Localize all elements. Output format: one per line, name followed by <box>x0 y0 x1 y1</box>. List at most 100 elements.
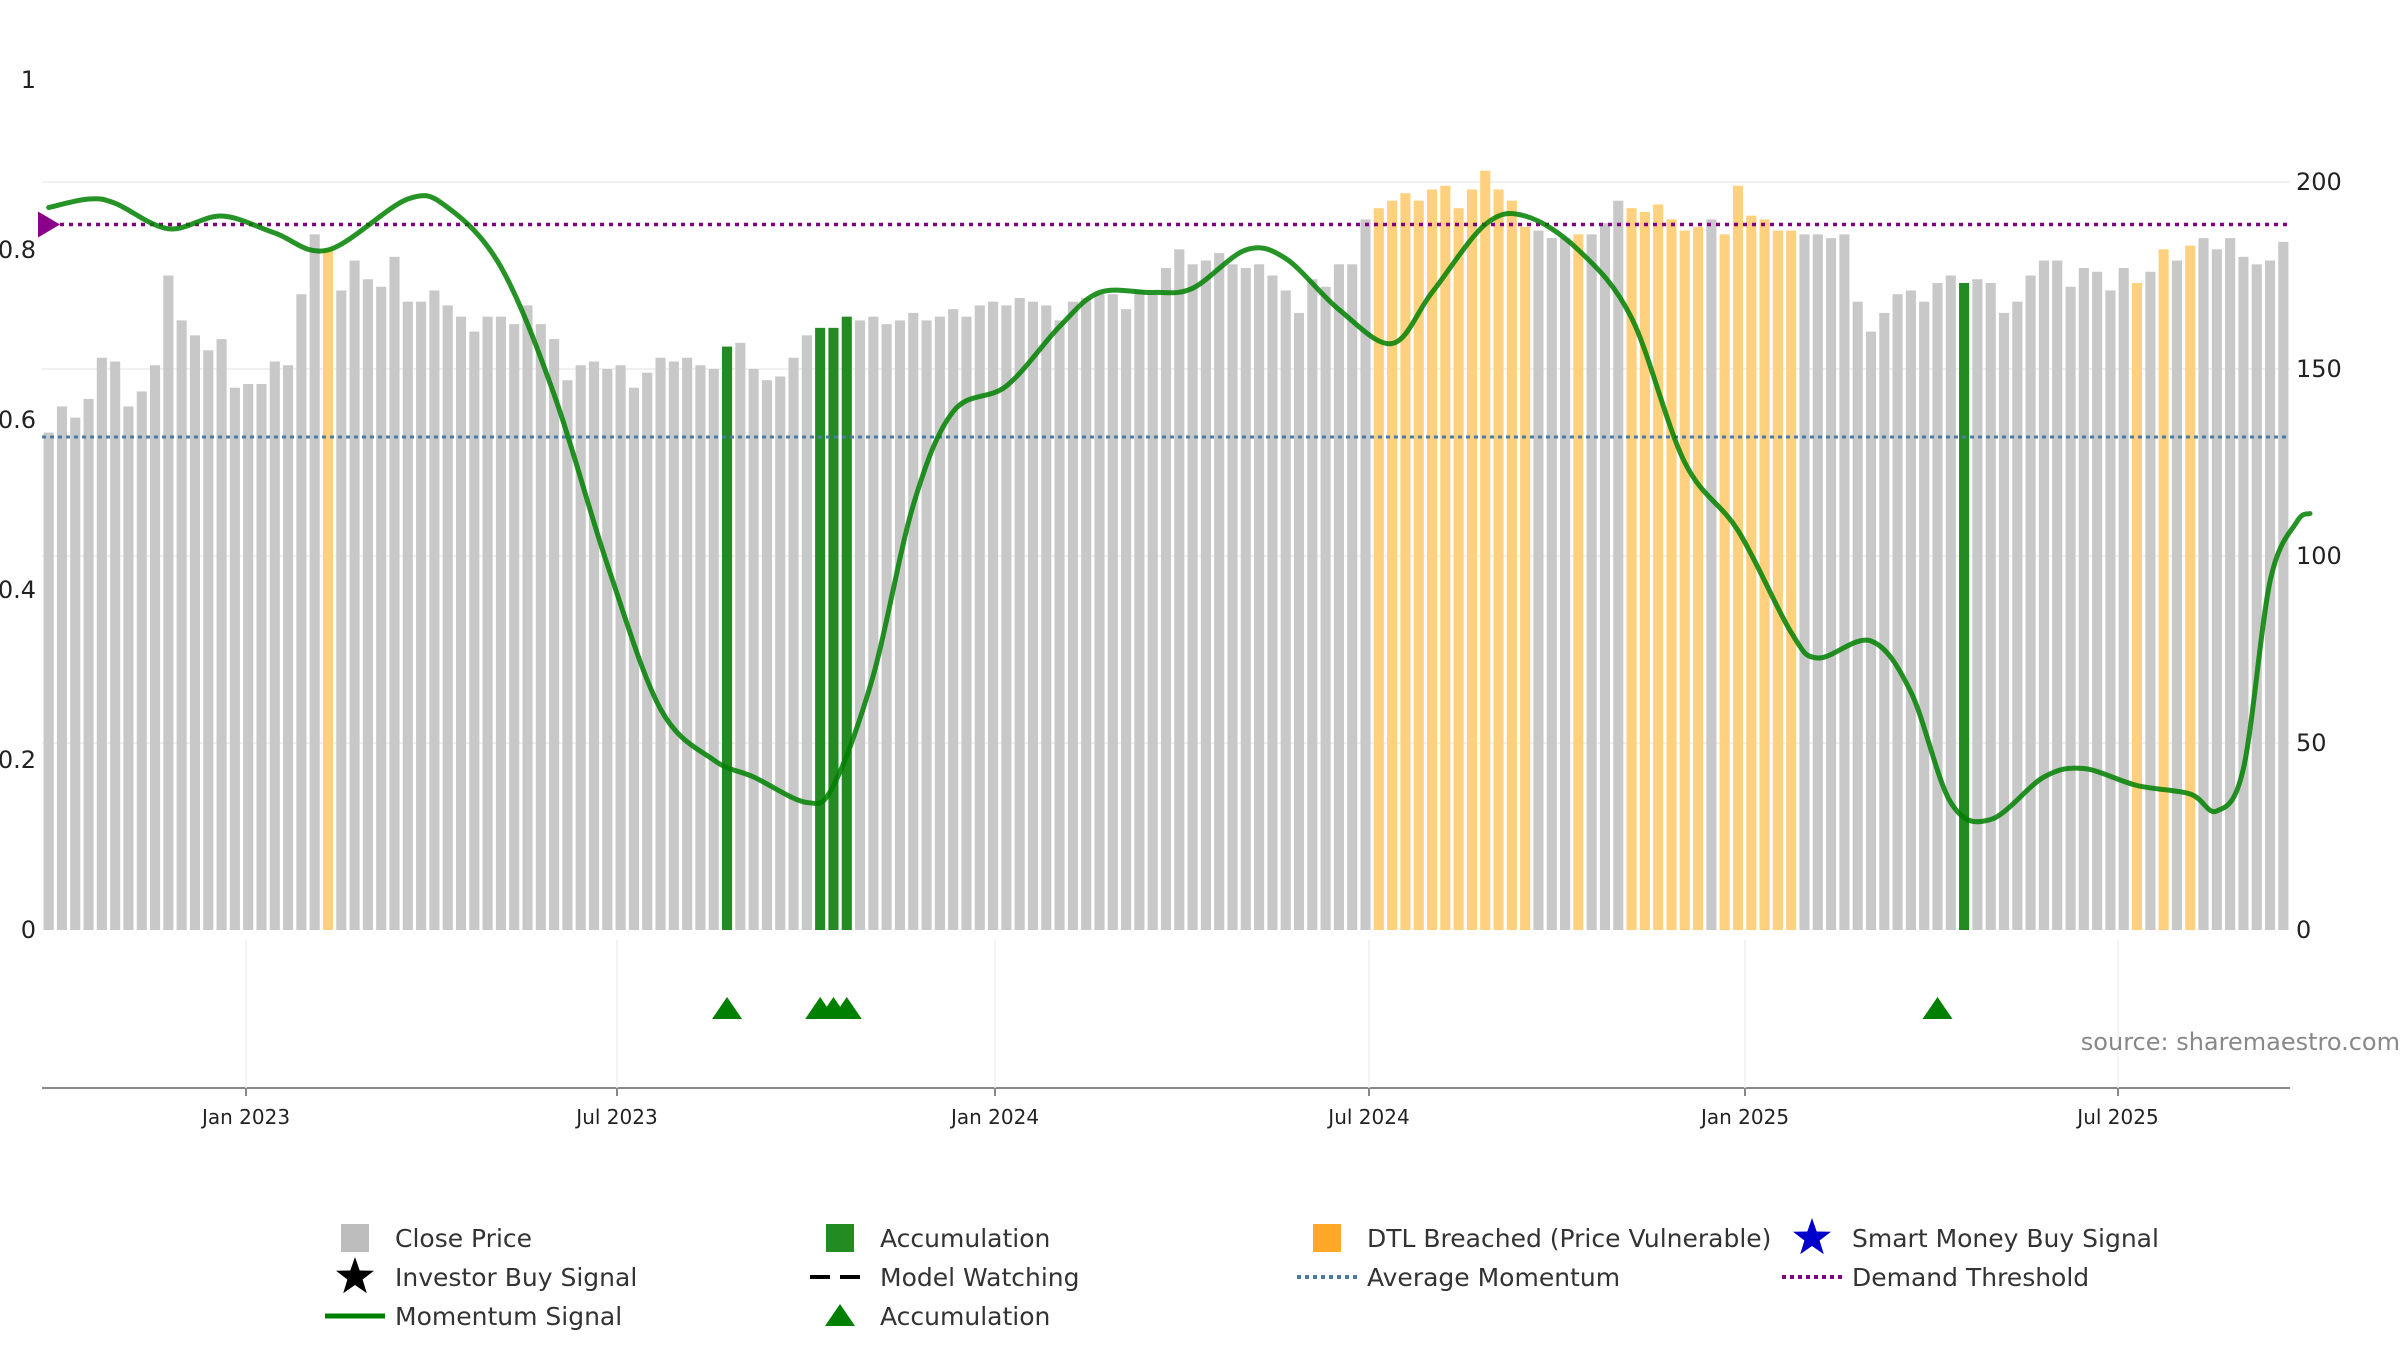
left-tick-label: 0.2 <box>0 746 36 774</box>
close-price-bar <box>1134 290 1145 931</box>
close-price-bar <box>1333 264 1344 930</box>
close-price-bar <box>934 316 945 930</box>
right-axis-ticks: 0 50 100 150 200 <box>2296 168 2342 944</box>
close-price-bar <box>1972 279 1983 930</box>
legend-label: Model Watching <box>880 1263 1080 1292</box>
close-price-bar <box>163 275 174 930</box>
close-price-bar <box>1174 249 1185 930</box>
legend-item: Average Momentum <box>1297 1263 1620 1292</box>
dtl-breached-bar <box>1453 208 1464 930</box>
close-price-bar <box>110 361 121 930</box>
close-price-bar <box>123 406 134 930</box>
x-tick-label: Jan 2024 <box>949 1105 1039 1129</box>
dtl-breached-bar <box>1626 208 1637 930</box>
demand-threshold-marker <box>38 211 60 238</box>
close-price-bar <box>2211 249 2222 930</box>
dtl-breached-bar <box>1786 230 1797 930</box>
close-price-bar <box>602 369 613 930</box>
legend-item: DTL Breached (Price Vulnerable) <box>1313 1224 1771 1253</box>
legend-square-swatch <box>826 1224 854 1252</box>
close-price-bar <box>1121 309 1132 930</box>
dtl-breached-bar <box>1772 230 1783 930</box>
close-price-bar <box>2118 268 2129 930</box>
left-tick-label: 0.4 <box>0 576 36 604</box>
close-price-bar <box>2038 260 2049 930</box>
close-price-bar <box>1826 238 1837 931</box>
close-price-bar <box>1187 264 1198 930</box>
close-price-bar <box>203 350 214 930</box>
close-price-bar <box>1839 234 1850 931</box>
close-price-bar <box>682 357 693 930</box>
close-price-bar <box>1280 290 1291 931</box>
close-price-bar <box>1107 294 1118 930</box>
close-price-bar <box>150 365 161 930</box>
close-price-bar <box>575 365 586 930</box>
close-price-bar <box>1293 312 1305 930</box>
close-price-bar <box>1001 305 1012 930</box>
close-price-bar <box>189 335 201 931</box>
close-price-bar <box>1892 294 1903 930</box>
x-tick-label: Jul 2023 <box>574 1105 657 1129</box>
close-price-bar <box>1014 297 1025 930</box>
legend-item: Investor Buy Signal <box>336 1257 637 1294</box>
close-price-bar <box>1865 331 1877 931</box>
left-tick-label: 0.8 <box>0 236 36 264</box>
dtl-breached-bar <box>322 249 334 930</box>
close-price-bar <box>988 301 999 930</box>
close-price-bar <box>256 383 267 931</box>
x-axis-ticks: Jan 2023 Jul 2023 Jan 2024 Jul 2024 Jan 2025… <box>200 940 2159 1129</box>
accumulation-bar <box>1959 282 1970 931</box>
close-price-bar <box>1799 234 1810 931</box>
dtl-breached-bar <box>1746 215 1757 930</box>
close-price-bar <box>1812 234 1823 931</box>
close-price-bar <box>1200 260 1211 930</box>
close-price-bar <box>908 312 919 930</box>
close-price-bar <box>96 357 107 930</box>
close-price-bar <box>2225 238 2236 931</box>
close-price-bar <box>216 339 227 931</box>
close-price-bar <box>442 305 453 930</box>
dtl-breached-bar <box>1719 234 1730 931</box>
legend-item: Smart Money Buy Signal <box>1793 1218 2159 1255</box>
x-tick-label: Jul 2024 <box>1326 1105 1409 1129</box>
accumulation-bar <box>815 327 826 930</box>
close-price-bar <box>2145 271 2156 930</box>
right-tick-label: 200 <box>2296 168 2342 196</box>
close-price-bar <box>1320 286 1331 931</box>
close-price-bar <box>2264 260 2276 930</box>
close-price-bar <box>921 320 932 930</box>
legend-square-swatch <box>1313 1224 1341 1252</box>
momentum-signal-line <box>46 193 2313 825</box>
close-price-bar <box>1932 282 1943 931</box>
left-axis-ticks: 0 0.2 0.4 0.6 0.8 1 <box>0 66 36 944</box>
close-price-bar <box>2025 275 2036 930</box>
close-price-bar <box>1985 282 1996 931</box>
close-price-bar <box>894 320 906 930</box>
dtl-breached-bar <box>1387 200 1398 930</box>
x-tick-label: Jan 2023 <box>200 1105 290 1129</box>
dtl-breached-bar <box>2158 249 2169 930</box>
accumulation-bar <box>721 346 733 930</box>
legend-triangle-icon <box>825 1304 855 1326</box>
close-price-bar <box>2251 264 2262 930</box>
close-price-bar <box>376 286 387 931</box>
close-price-bar <box>509 324 520 930</box>
close-price-bar <box>1094 294 1105 930</box>
dtl-breached-bar <box>1466 189 1477 931</box>
legend-label: Demand Threshold <box>1852 1263 2089 1292</box>
close-price-bar <box>1240 268 1251 930</box>
legend-item: Accumulation <box>825 1302 1050 1331</box>
close-price-bar <box>469 331 480 931</box>
right-tick-label: 0 <box>2296 916 2311 944</box>
left-tick-label: 0.6 <box>0 406 36 434</box>
close-price-bar <box>1905 290 1916 931</box>
close-price-bar <box>229 387 240 930</box>
close-price-bar <box>1054 320 1065 930</box>
close-price-bar <box>416 301 427 930</box>
close-price-bar <box>1147 294 1158 930</box>
dtl-breached-bar <box>1520 226 1531 930</box>
close-price-bar <box>43 432 54 930</box>
legend-star-icon <box>336 1257 374 1294</box>
close-price-bar <box>83 398 94 930</box>
